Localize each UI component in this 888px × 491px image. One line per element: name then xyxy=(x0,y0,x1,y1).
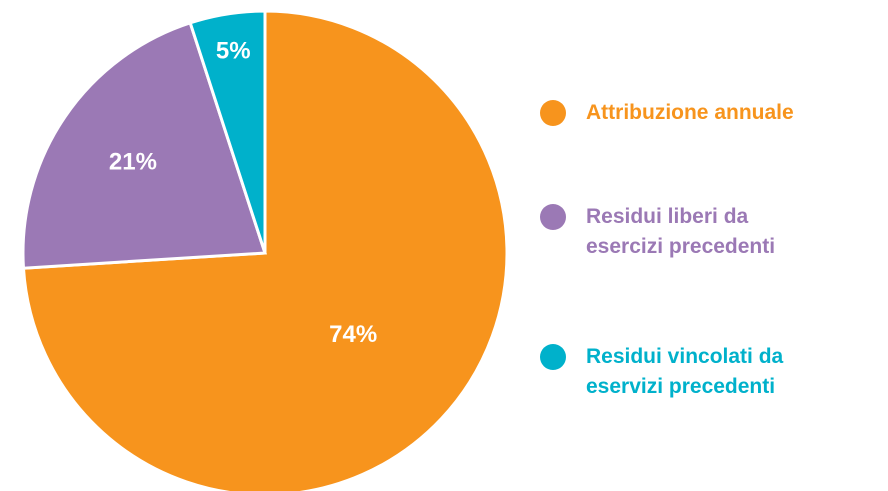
legend-label: Attribuzione annuale xyxy=(586,101,794,124)
legend-label: Residui liberi da esercizi precedenti xyxy=(586,205,776,258)
legend-item: Residui vincolati da eservizi precedenti xyxy=(540,344,830,402)
legend-marker xyxy=(540,100,566,126)
legend-item: Residui liberi da esercizi precedenti xyxy=(540,204,830,262)
pie-slice xyxy=(188,9,267,254)
data-label: 5% xyxy=(216,38,251,65)
pie-slice xyxy=(21,20,268,270)
data-label: 74% xyxy=(329,321,377,348)
data-label: 21% xyxy=(109,149,157,176)
legend-marker xyxy=(540,204,566,230)
legend-marker xyxy=(540,344,566,370)
legend-item: Attribuzione annuale xyxy=(540,100,830,128)
legend-label: Residui vincolati da eservizi precedenti xyxy=(586,345,784,398)
